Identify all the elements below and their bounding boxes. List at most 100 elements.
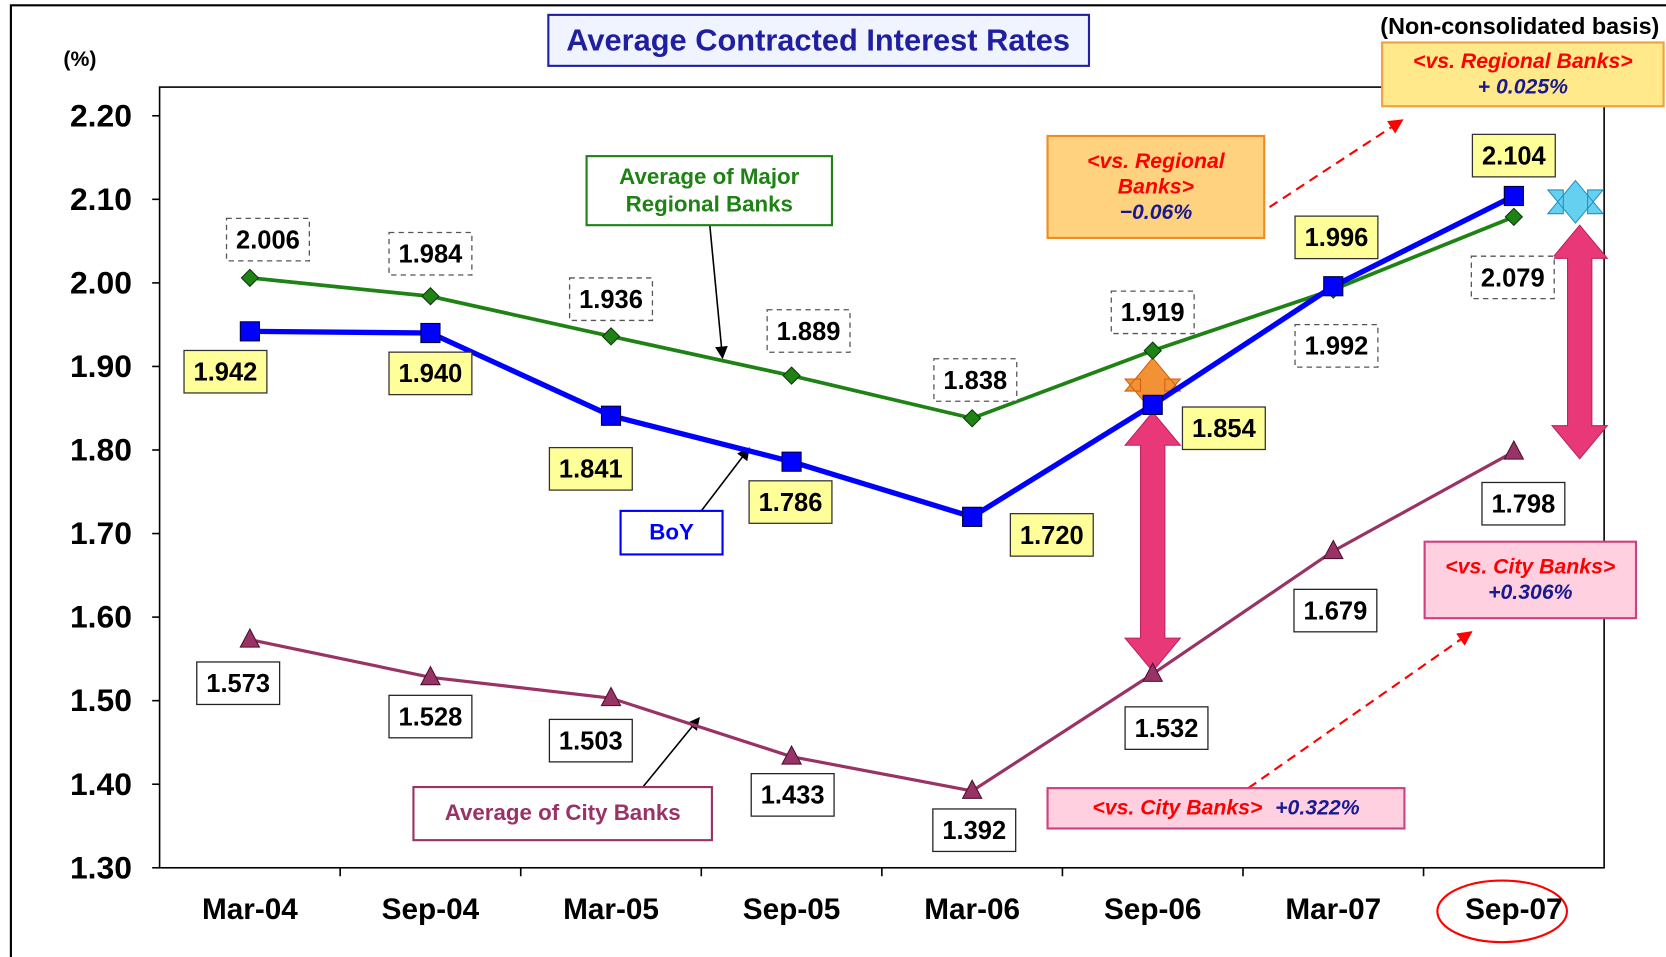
- value-label: 1.528: [399, 703, 463, 731]
- value-label: 1.942: [194, 359, 258, 387]
- marker: [239, 321, 260, 342]
- leader-line: [700, 447, 750, 512]
- value-label: 1.392: [942, 817, 1006, 845]
- value-label-box: [1124, 706, 1209, 750]
- value-label-box: [183, 349, 268, 394]
- value-label: 1.996: [1305, 224, 1369, 252]
- series-name-box: [412, 785, 713, 842]
- value-label: 1.720: [1020, 522, 1084, 550]
- marker: [420, 665, 441, 686]
- annotation-value: −0.06%: [1119, 200, 1193, 225]
- y-tick-label: 1.40: [70, 766, 132, 802]
- value-label: 1.841: [559, 456, 623, 484]
- y-tick-label: 1.30: [70, 849, 132, 885]
- y-tick-label: 1.80: [70, 432, 132, 468]
- leader-line: [708, 225, 728, 360]
- annotation-label: <vs. Regional Banks>: [1413, 49, 1633, 74]
- value-label: 1.503: [559, 728, 623, 756]
- value-label: 1.984: [399, 241, 464, 269]
- value-label: 1.433: [761, 782, 825, 810]
- value-label: 1.573: [206, 670, 270, 698]
- series-name-box: [619, 509, 724, 556]
- value-label-box: [932, 808, 1017, 853]
- value-label: 1.838: [943, 367, 1007, 395]
- value-label: 2.006: [236, 226, 300, 254]
- title-box: [547, 13, 1091, 67]
- value-label: 1.854: [1192, 415, 1257, 443]
- y-tick-label: 1.50: [70, 682, 132, 718]
- series-name-content: Average of City Banks: [413, 787, 711, 840]
- x-tick-label: Sep-05: [743, 893, 841, 926]
- subtitle: (Non-consolidated basis): [1380, 13, 1659, 39]
- value-label-box: [750, 773, 835, 817]
- marker: [1143, 341, 1162, 360]
- marker: [240, 268, 260, 288]
- value-label-box: [1470, 255, 1555, 300]
- value-label-box: [1110, 290, 1195, 335]
- value-label-box: [933, 358, 1018, 402]
- value-label-box: [568, 277, 654, 322]
- y-unit: (%): [63, 47, 96, 71]
- series-name-box: [585, 155, 833, 227]
- value-label: 2.104: [1482, 142, 1547, 170]
- series-name: Average of Major Regional Banks: [587, 156, 832, 225]
- value-label-box: [196, 661, 281, 706]
- leader-line: [642, 717, 700, 788]
- annotation: <vs. City Banks>+0.306%: [1425, 542, 1636, 618]
- value-label-box: [1294, 323, 1379, 368]
- marker: [421, 287, 440, 306]
- value-label: 1.992: [1305, 333, 1369, 361]
- marker: [962, 506, 983, 527]
- marker: [1142, 394, 1163, 415]
- annotation-value: +0.306%: [1488, 580, 1573, 605]
- marker: [1504, 207, 1524, 227]
- annotation-box: [1423, 540, 1638, 620]
- annotation-value: + 0.025%: [1477, 75, 1569, 99]
- annotation-content: <vs. City Banks> +0.306%: [1425, 542, 1636, 618]
- annotation: <vs. Regional Banks>+ 0.025%: [1382, 42, 1663, 106]
- marker: [600, 686, 622, 707]
- value-label-box: [1181, 406, 1266, 451]
- marker: [782, 366, 801, 385]
- marker: [420, 322, 441, 344]
- value-label: 1.786: [759, 489, 823, 517]
- y-tick-label: 1.70: [70, 515, 132, 551]
- outer-frame: [9, 4, 1666, 957]
- marker: [1503, 439, 1525, 460]
- value-label: 1.940: [399, 360, 463, 388]
- x-tick-label: Mar-04: [202, 893, 298, 926]
- value-label-box: [388, 694, 473, 739]
- marker: [781, 451, 802, 472]
- value-label-box: [388, 351, 473, 396]
- y-tick-label: 1.90: [70, 348, 132, 384]
- value-label-box: [1294, 215, 1379, 260]
- marker: [1322, 539, 1344, 560]
- series-name-content: Average of Major Regional Banks: [587, 156, 832, 225]
- value-label-box: [748, 480, 833, 524]
- annotation-label: <vs. City Banks>: [1445, 555, 1616, 579]
- series-line: [249, 450, 1515, 793]
- x-tick-label: Sep-04: [382, 893, 480, 926]
- annotation-content: <vs. City Banks> +0.322%: [1048, 788, 1405, 828]
- annotation-box: [1046, 787, 1406, 830]
- annotation-label: <vs. Regional Banks>: [1087, 149, 1225, 199]
- value-label-box: [548, 718, 633, 763]
- annotation-content: <vs. Regional Banks> + 0.025%: [1382, 42, 1663, 106]
- marker: [962, 408, 982, 428]
- y-tick-label: 1.60: [70, 599, 132, 635]
- dashed-arrow: [1268, 119, 1404, 209]
- value-label-box: [1471, 133, 1556, 178]
- value-label-box: [1009, 513, 1094, 557]
- y-tick-label: 2.00: [70, 264, 132, 300]
- value-label-box: [548, 446, 633, 491]
- annotation: <vs. Regional Banks>−0.06%: [1087, 149, 1225, 225]
- gap-arrow: [1546, 179, 1605, 224]
- highlight-ellipse: [1436, 879, 1569, 944]
- legend-entry: BoY: [649, 520, 694, 545]
- legend-entry: Average of City Banks: [444, 801, 681, 826]
- marker: [601, 327, 621, 346]
- value-label: 1.919: [1121, 299, 1185, 327]
- value-label: 1.798: [1492, 491, 1556, 519]
